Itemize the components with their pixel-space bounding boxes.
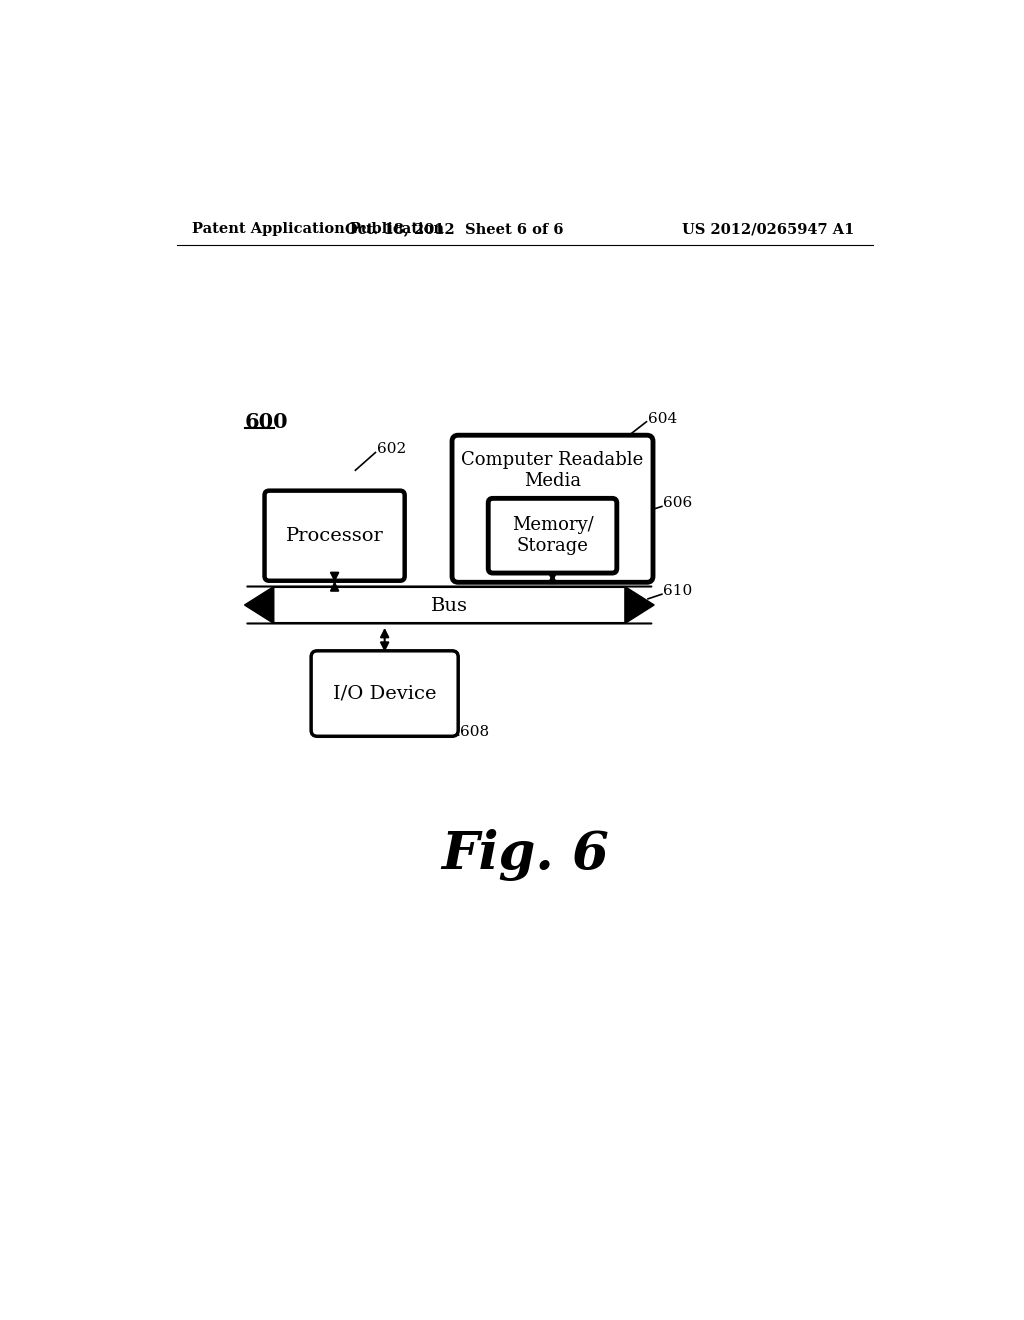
Polygon shape [625,586,654,623]
Text: Fig. 6: Fig. 6 [441,829,608,882]
Text: 602: 602 [377,442,407,457]
Text: Computer Readable
Media: Computer Readable Media [462,451,644,490]
Text: 606: 606 [664,496,692,511]
Text: US 2012/0265947 A1: US 2012/0265947 A1 [682,222,854,236]
Text: 610: 610 [664,585,692,598]
Text: 600: 600 [245,412,288,433]
FancyBboxPatch shape [488,499,616,573]
FancyBboxPatch shape [311,651,458,737]
Polygon shape [245,586,273,623]
Text: 604: 604 [648,412,677,425]
Text: Memory/
Storage: Memory/ Storage [512,516,593,556]
Text: Processor: Processor [286,527,383,545]
Text: I/O Device: I/O Device [333,685,436,702]
Text: Patent Application Publication: Patent Application Publication [193,222,444,236]
Text: Oct. 18, 2012  Sheet 6 of 6: Oct. 18, 2012 Sheet 6 of 6 [345,222,563,236]
Text: Bus: Bus [431,597,468,615]
FancyBboxPatch shape [452,436,653,582]
Text: 608: 608 [460,725,489,739]
FancyBboxPatch shape [264,491,404,581]
